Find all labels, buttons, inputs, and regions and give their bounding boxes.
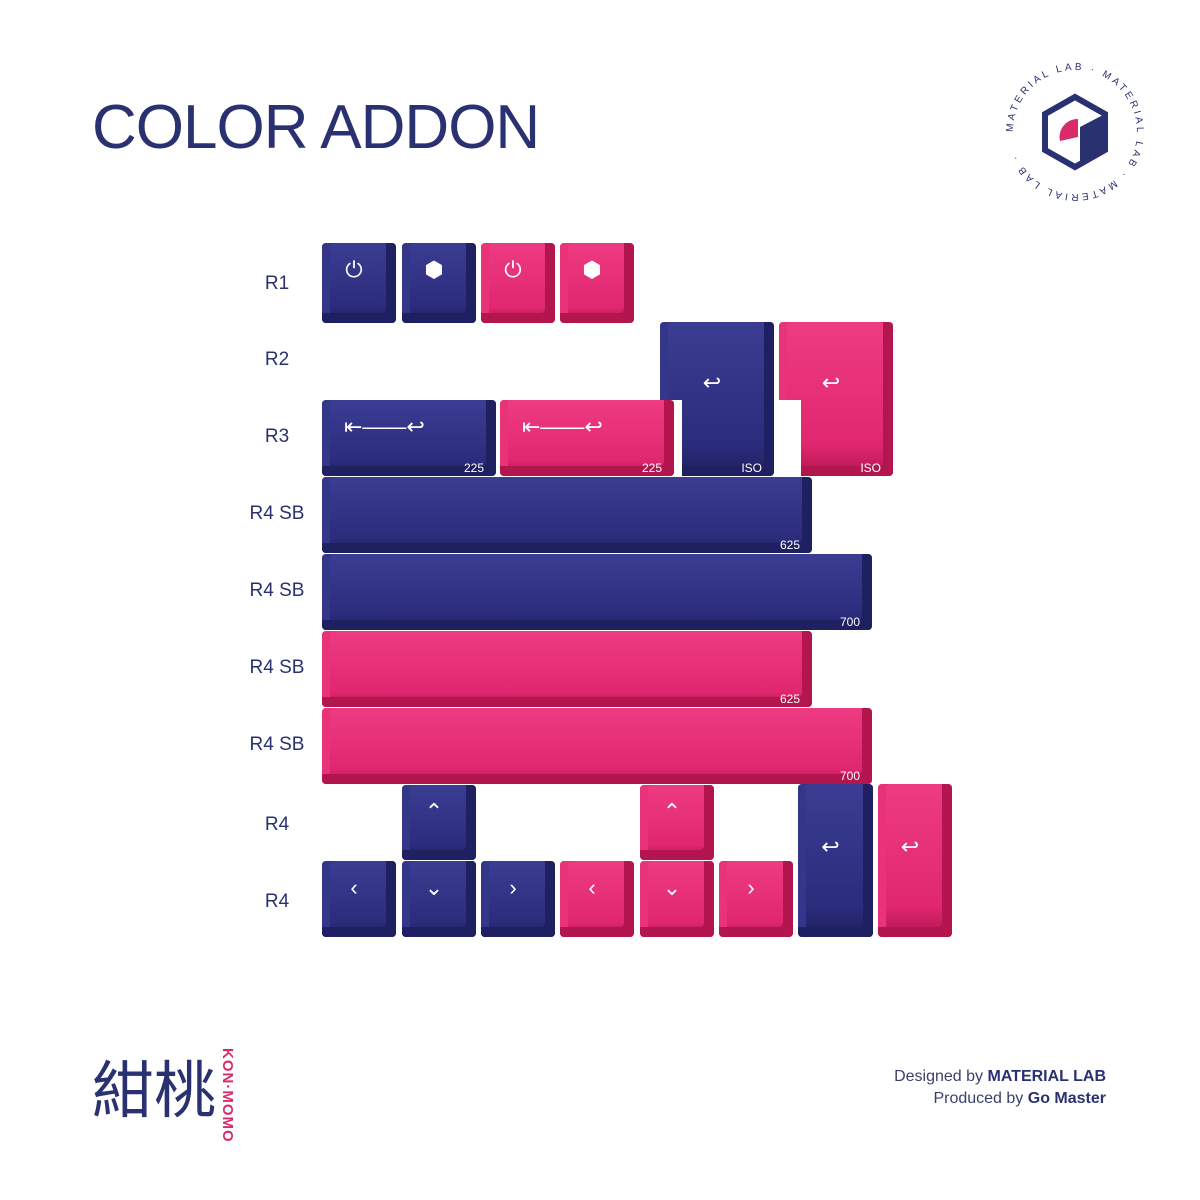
keycap-225-navy: ⇤――↩ 225 xyxy=(322,400,496,476)
spacebar-700-navy: 700 xyxy=(322,554,872,630)
keycap-size-label: 700 xyxy=(839,615,860,629)
designer-name: MATERIAL LAB xyxy=(987,1068,1106,1085)
enter-arrow-icon: ↩ xyxy=(821,370,841,395)
row-label: R4 xyxy=(264,891,290,912)
produced-prefix: Produced by xyxy=(933,1090,1024,1107)
keycap-size-label: ISO xyxy=(860,461,881,475)
spacebar-625-pink: 625 xyxy=(322,631,812,707)
row-label: R4 xyxy=(264,814,290,835)
row-label: R1 xyxy=(264,273,290,294)
arrow-right-icon: › xyxy=(747,875,755,900)
arrow-down-icon: ⌄ xyxy=(424,875,444,900)
arrow-left-icon: ‹ xyxy=(350,875,358,900)
keycap-vertical-enter-navy: ↩ xyxy=(798,784,873,937)
keycap-vertical-enter-pink: ↩ xyxy=(878,784,952,937)
spacebar-625-navy: 625 xyxy=(322,477,812,553)
cube-logo-icon: ⬢ xyxy=(582,257,602,282)
keycap-up-pink: ⌃ xyxy=(640,785,714,860)
keycap-left-navy: ‹ xyxy=(322,861,396,937)
konmomo-kanji-logo: 紺桃 xyxy=(92,1054,217,1127)
page-title: COLOR ADDON xyxy=(92,93,540,162)
material-lab-badge: MATERIAL LAB · MATERIAL LAB · MATERIAL L… xyxy=(1005,62,1142,202)
arrow-right-icon: › xyxy=(509,875,517,900)
row-label: R3 xyxy=(264,426,290,447)
enter-arrow-icon: ↩ xyxy=(821,834,840,859)
keycap-size-label: ISO xyxy=(741,461,762,475)
enter-arrow-icon: ↩ xyxy=(900,834,920,859)
long-enter-arrow-icon: ⇤――↩ xyxy=(522,414,603,439)
keycap-right-navy: › xyxy=(481,861,555,937)
power-timer-icon: ⏻ xyxy=(345,257,363,282)
keycap-size-label: 625 xyxy=(779,692,800,706)
keycap-right-pink: › xyxy=(719,861,793,937)
keycap-size-label: 700 xyxy=(839,769,860,783)
keycap-iso-enter-pink: ↩ ISO xyxy=(779,322,893,476)
iso-cutout xyxy=(779,400,801,476)
keycap-down-pink: ⌄ xyxy=(640,861,714,937)
keycap-r1-logo-navy: ⬢ xyxy=(402,243,476,323)
arrow-up-icon: ⌃ xyxy=(662,799,682,824)
spacebar-700-pink: 700 xyxy=(322,708,872,784)
produced-by: Produced by Go Master xyxy=(933,1090,1106,1108)
keycap-iso-enter-navy: ↩ ISO xyxy=(660,322,774,476)
power-timer-icon: ⏻ xyxy=(504,257,522,282)
keycap-r1-power-pink: ⏻ xyxy=(481,243,555,323)
cube-logo-icon xyxy=(1042,93,1108,171)
keycap-r1-power-navy: ⏻ xyxy=(322,243,396,323)
keycap-size-label: 225 xyxy=(463,461,484,475)
keycap-down-navy: ⌄ xyxy=(402,861,476,937)
row-label: R4 SB xyxy=(249,657,305,678)
keycap-size-label: 625 xyxy=(779,538,800,552)
enter-arrow-icon: ↩ xyxy=(702,370,722,395)
row-label: R4 SB xyxy=(249,580,305,601)
cube-logo-icon: ⬢ xyxy=(424,257,444,282)
konmomo-romaji: KON·MOMO xyxy=(219,1048,236,1143)
keycap-size-label: 225 xyxy=(641,461,662,475)
row-label: R2 xyxy=(264,349,290,370)
keycap-left-pink: ‹ xyxy=(560,861,634,937)
keycap-up-navy: ⌃ xyxy=(402,785,476,860)
designed-by: Designed by MATERIAL LAB xyxy=(894,1068,1106,1086)
producer-name: Go Master xyxy=(1027,1090,1106,1107)
keycap-r1-logo-pink: ⬢ xyxy=(560,243,634,323)
row-label: R4 SB xyxy=(249,503,305,524)
row-label: R4 SB xyxy=(249,734,305,755)
arrow-down-icon: ⌄ xyxy=(662,875,682,900)
arrow-left-icon: ‹ xyxy=(588,875,596,900)
long-enter-arrow-icon: ⇤――↩ xyxy=(344,414,425,439)
arrow-up-icon: ⌃ xyxy=(424,799,444,824)
designed-prefix: Designed by xyxy=(894,1068,984,1085)
keycap-225-pink: ⇤――↩ 225 xyxy=(500,400,674,476)
